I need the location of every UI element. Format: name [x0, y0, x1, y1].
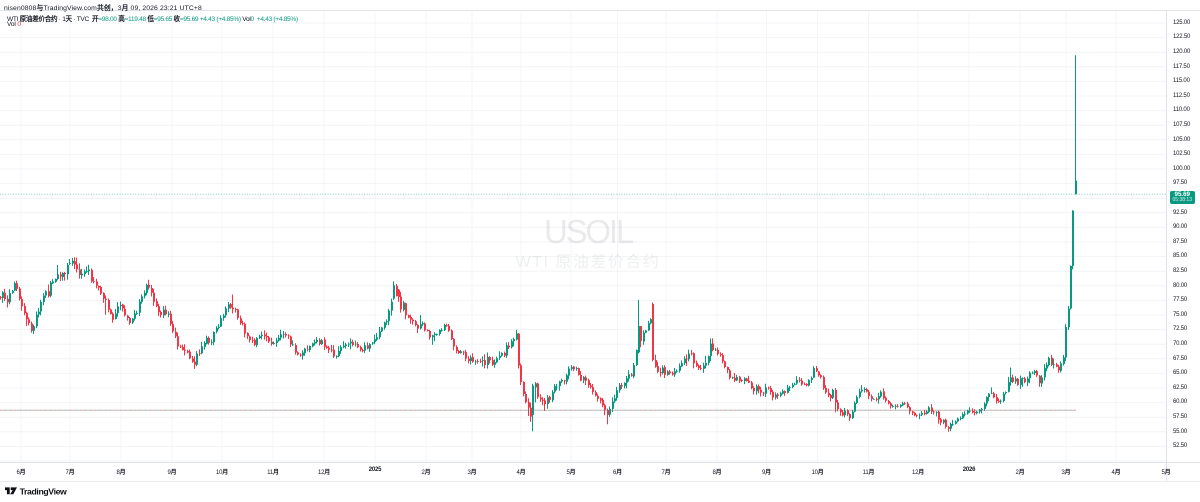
- svg-text:TradingView: TradingView: [19, 487, 66, 496]
